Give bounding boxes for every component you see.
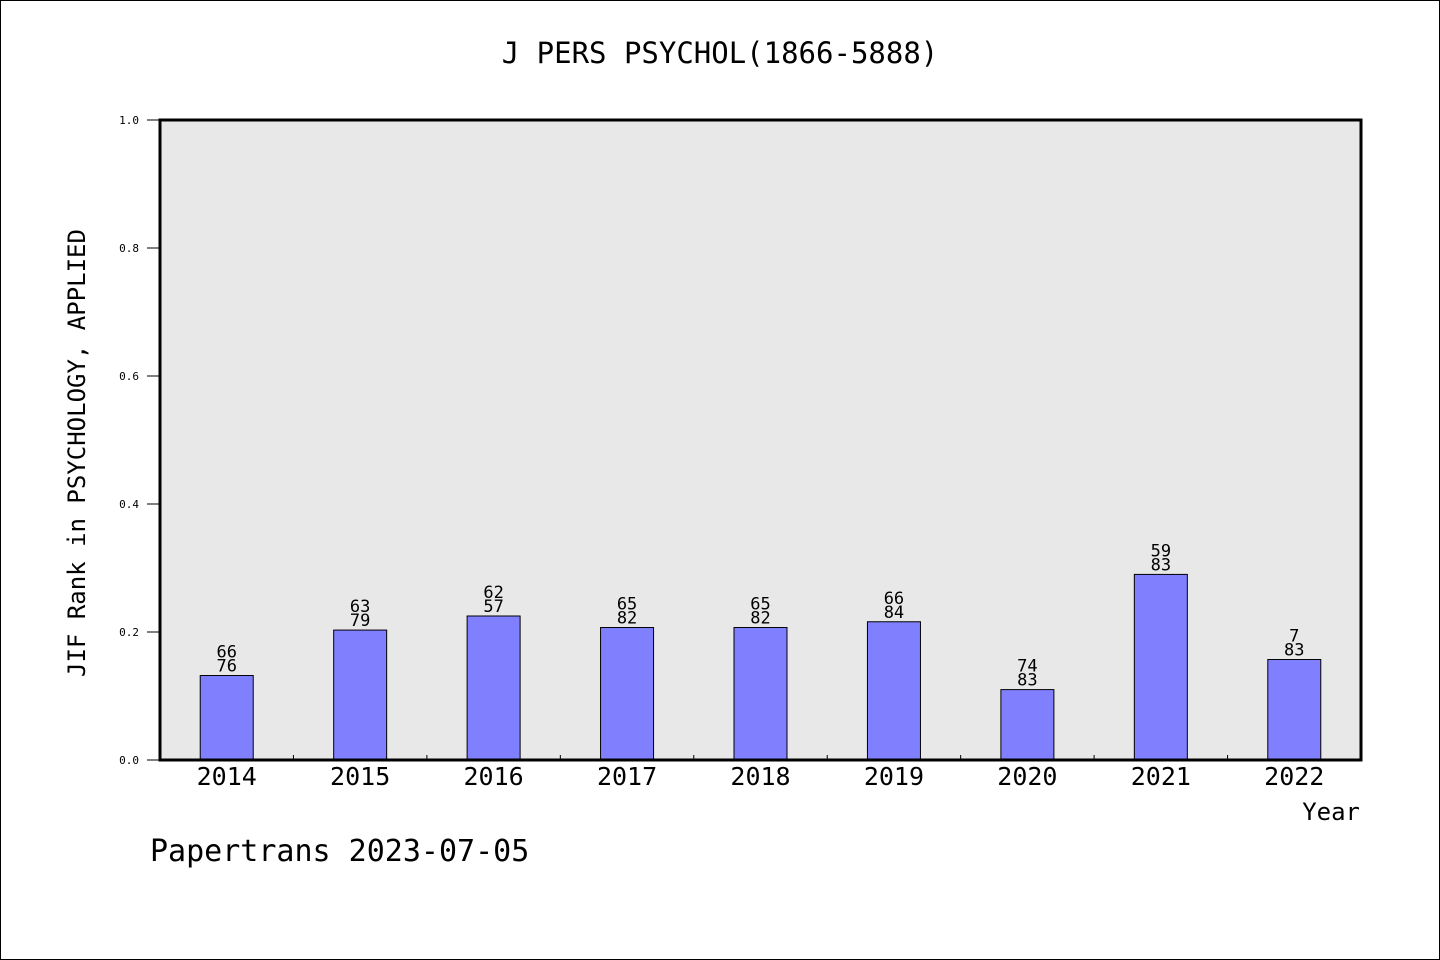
y-tick-label: 0.0 [119,754,139,767]
y-tick-label: 0.8 [119,242,139,255]
bar-rank-label: 63 [350,597,370,617]
x-tick-label: 2021 [1131,762,1191,791]
x-tick-label: 2016 [464,762,524,791]
bar-rank-label: 74 [1017,657,1037,677]
bar-total-label: 76 [216,657,236,677]
x-tick-label: 2022 [1264,762,1324,791]
bar-rank-label: 59 [1151,541,1171,561]
credit-text: Papertrans 2023-07-05 [150,834,530,869]
bar [866,621,921,761]
bar-rank-label: 66 [216,643,236,663]
bar-total-label: 84 [884,603,904,623]
x-tick-label: 2018 [730,762,790,791]
bar [733,627,788,761]
bar-total-label: 82 [617,609,637,629]
plot-border [158,118,1363,762]
chart-title: J PERS PSYCHOL(1866-5888) [501,36,939,70]
y-tick-label: 1.0 [119,114,139,127]
x-tick-label: 2020 [997,762,1057,791]
bar [1267,659,1322,761]
y-tick-label: 0.4 [119,498,139,511]
y-tick-label: 0.6 [119,370,139,383]
bar [600,627,655,761]
bar-total-label: 57 [483,597,503,617]
bar-total-label: 82 [750,609,770,629]
bar-total-label: 79 [350,611,370,631]
bar [333,629,388,761]
x-tick-label: 2015 [330,762,390,791]
bar-rank-label: 7 [1289,627,1299,647]
bar [199,675,254,761]
x-axis-label: Year [1302,798,1360,826]
y-tick-label: 0.2 [119,626,139,639]
bar-total-label: 83 [1284,641,1304,661]
bar [466,615,521,761]
bar [1133,573,1188,761]
bar-rank-label: 65 [750,595,770,615]
bar-rank-label: 62 [483,583,503,603]
x-tick-label: 2017 [597,762,657,791]
bar-rank-label: 66 [884,589,904,609]
bar [1000,689,1055,761]
x-tick-label: 2019 [864,762,924,791]
x-tick-label: 2014 [197,762,257,791]
bar-total-label: 83 [1151,555,1171,575]
bar-total-label: 83 [1017,671,1037,691]
bar-rank-label: 65 [617,595,637,615]
